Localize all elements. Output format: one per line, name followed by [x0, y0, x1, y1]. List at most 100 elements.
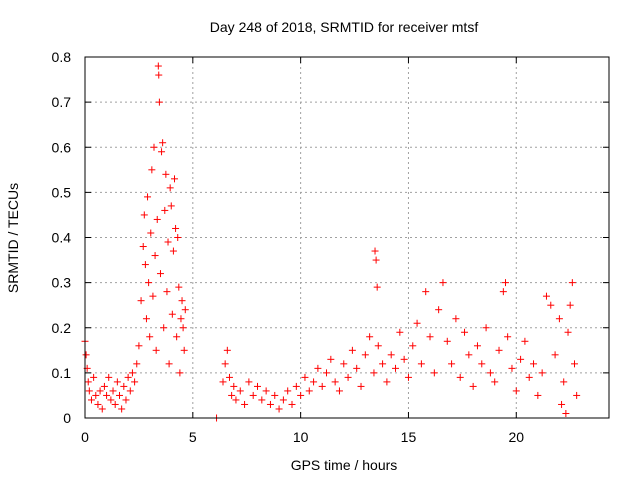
x-tick-label: 10 — [293, 429, 309, 445]
data-point — [361, 351, 369, 359]
data-point — [232, 396, 240, 404]
axis-ticks: 0 0.1 0.2 0.3 0.4 0.5 0.6 0.7 0.8 0 5 10 15 20 — [52, 49, 609, 445]
y-tick-label: 0.4 — [52, 230, 72, 246]
data-point — [230, 382, 238, 390]
data-point — [456, 373, 464, 381]
y-axis-label: SRMTID / TECUs — [5, 183, 21, 293]
data-point — [271, 391, 279, 399]
data-point — [473, 342, 481, 350]
plot-frame — [84, 56, 610, 419]
data-point — [153, 215, 161, 223]
data-point — [148, 166, 156, 174]
data-point — [370, 369, 378, 377]
data-point — [379, 360, 387, 368]
data-point — [144, 193, 152, 201]
data-point — [573, 391, 581, 399]
data-point — [305, 387, 313, 395]
data-point — [92, 391, 100, 399]
data-point — [297, 391, 305, 399]
data-point — [146, 333, 154, 341]
data-point — [452, 315, 460, 323]
data-point — [517, 355, 525, 363]
data-point — [166, 184, 174, 192]
data-point — [482, 324, 490, 332]
x-tick-label: 20 — [508, 429, 524, 445]
data-point — [173, 333, 181, 341]
data-point — [372, 256, 380, 264]
data-point — [223, 346, 231, 354]
data-point — [530, 360, 538, 368]
data-point — [564, 328, 572, 336]
data-point — [508, 364, 516, 372]
data-point — [98, 405, 106, 413]
data-point — [174, 234, 182, 241]
data-point — [495, 346, 503, 354]
data-point — [82, 351, 90, 359]
gridlines — [85, 57, 609, 418]
data-point — [335, 387, 343, 395]
data-point — [147, 229, 155, 237]
data-point — [87, 396, 95, 404]
data-point — [164, 238, 172, 246]
data-point — [142, 315, 150, 323]
data-point — [562, 409, 570, 417]
data-point — [558, 400, 566, 408]
data-point — [163, 288, 171, 296]
data-point — [478, 360, 486, 368]
x-tick-label: 0 — [81, 429, 89, 445]
y-tick-label: 0.8 — [52, 49, 72, 65]
data-point — [521, 337, 529, 345]
data-point — [542, 292, 550, 300]
data-point — [177, 315, 185, 323]
data-point — [258, 396, 266, 404]
data-point — [179, 324, 187, 332]
data-point — [413, 319, 421, 327]
data-point — [113, 378, 121, 386]
data-point — [262, 387, 270, 395]
data-point — [172, 224, 180, 232]
data-point — [344, 373, 352, 381]
data-point — [525, 373, 533, 381]
data-point — [348, 346, 356, 354]
data-point — [340, 360, 348, 368]
data-point — [162, 170, 170, 178]
data-point — [301, 373, 309, 381]
data-point — [245, 378, 253, 386]
data-point — [430, 369, 438, 377]
data-point — [170, 175, 178, 183]
data-point — [374, 342, 382, 350]
data-point — [547, 301, 555, 309]
data-point — [122, 396, 130, 404]
y-tick-label: 0 — [63, 410, 71, 426]
data-point — [560, 378, 568, 386]
data-point — [327, 355, 335, 363]
data-point — [288, 400, 296, 408]
data-point — [151, 252, 159, 260]
data-point — [448, 360, 456, 368]
data-point — [133, 360, 141, 368]
data-point — [165, 360, 173, 368]
data-point — [501, 279, 509, 287]
data-point — [120, 382, 128, 390]
data-point — [221, 360, 229, 368]
data-point — [149, 292, 157, 300]
data-point — [254, 382, 262, 390]
y-tick-label: 0.5 — [52, 184, 72, 200]
data-point — [392, 364, 400, 372]
chart-title: Day 248 of 2018, SRMTID for receiver mts… — [210, 19, 479, 35]
data-point — [383, 378, 391, 386]
data-point — [100, 382, 108, 390]
x-tick-label: 15 — [401, 429, 417, 445]
data-point — [139, 243, 147, 251]
data-point — [534, 391, 542, 399]
scatter-points — [81, 62, 581, 422]
data-point — [155, 98, 163, 106]
data-point — [465, 351, 473, 359]
data-point — [314, 364, 322, 372]
data-point — [241, 400, 249, 408]
data-point — [331, 378, 339, 386]
data-point — [275, 405, 283, 413]
data-point — [168, 310, 176, 318]
data-point — [225, 373, 233, 381]
data-point — [84, 378, 92, 386]
